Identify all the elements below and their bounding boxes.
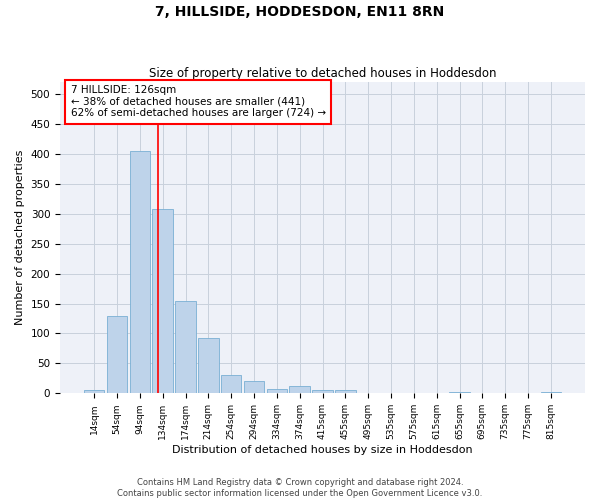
Text: 7 HILLSIDE: 126sqm
← 38% of detached houses are smaller (441)
62% of semi-detach: 7 HILLSIDE: 126sqm ← 38% of detached hou… <box>71 85 326 118</box>
Title: Size of property relative to detached houses in Hoddesdon: Size of property relative to detached ho… <box>149 66 496 80</box>
Bar <box>84 390 104 394</box>
Bar <box>175 300 196 394</box>
Bar <box>312 390 333 394</box>
Bar <box>130 151 150 394</box>
Bar <box>289 386 310 394</box>
Bar <box>107 316 127 394</box>
X-axis label: Distribution of detached houses by size in Hoddesdon: Distribution of detached houses by size … <box>172 445 473 455</box>
Bar <box>541 392 561 394</box>
Bar <box>198 338 218 394</box>
Bar <box>244 381 264 394</box>
Y-axis label: Number of detached properties: Number of detached properties <box>15 150 25 326</box>
Text: 7, HILLSIDE, HODDESDON, EN11 8RN: 7, HILLSIDE, HODDESDON, EN11 8RN <box>155 5 445 19</box>
Bar <box>152 209 173 394</box>
Bar <box>449 392 470 394</box>
Bar <box>266 388 287 394</box>
Bar <box>221 376 241 394</box>
Text: Contains HM Land Registry data © Crown copyright and database right 2024.
Contai: Contains HM Land Registry data © Crown c… <box>118 478 482 498</box>
Bar <box>335 390 356 394</box>
